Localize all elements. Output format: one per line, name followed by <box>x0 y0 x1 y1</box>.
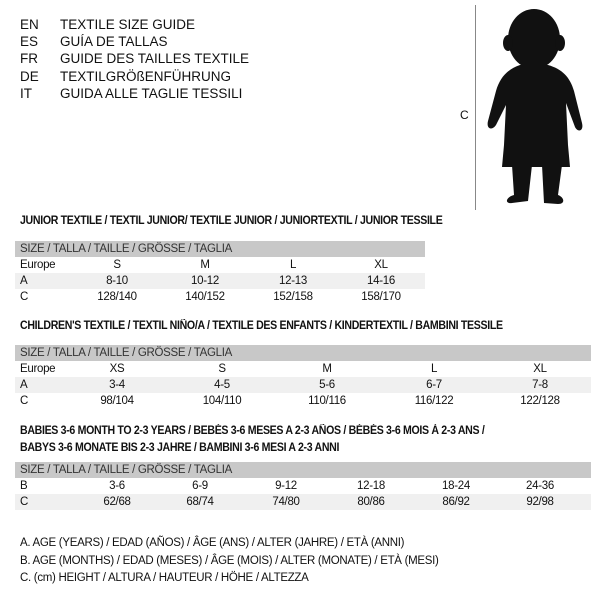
table-cell: 92/98 <box>526 496 554 508</box>
table-cell: S <box>218 363 226 375</box>
table-cell: M <box>200 259 210 271</box>
row-label: A <box>20 275 28 287</box>
legend: A. AGE (YEARS) / EDAD (AÑOS) / ÂGE (ANS)… <box>20 535 439 588</box>
table-cell: XL <box>533 363 547 375</box>
row-label: C <box>20 291 29 303</box>
table-cell: 128/140 <box>97 291 137 303</box>
table-cell: 5-6 <box>319 379 335 391</box>
table-cell: 18-24 <box>442 480 470 492</box>
table-row: Europe S M L XL <box>15 257 425 273</box>
size-header: SIZE / TALLA / TAILLE / GRÖSSE / TAGLIA <box>15 345 591 361</box>
row-label: C <box>20 496 29 508</box>
table-cell: L <box>289 259 297 271</box>
language-row: DE TEXTILGRÖßENFÜHRUNG <box>20 68 249 85</box>
table-cell: XL <box>374 259 388 271</box>
language-title: TEXTILGRÖßENFÜHRUNG <box>60 68 232 84</box>
row-label: Europe <box>20 363 56 375</box>
language-code: ES <box>20 34 39 50</box>
babies-title-line1: BABIES 3-6 MONTH TO 2-3 YEARS / BEBÉS 3-… <box>20 425 485 437</box>
table-cell: 116/122 <box>414 395 454 407</box>
language-code: DE <box>20 68 39 84</box>
height-line <box>475 5 476 210</box>
table-cell: 62/68 <box>103 496 131 508</box>
table-cell: 9-12 <box>275 480 297 492</box>
table-cell: 12-18 <box>357 480 385 492</box>
table-cell: 68/74 <box>186 496 214 508</box>
language-title: GUIDE DES TAILLES TEXTILE <box>60 51 250 67</box>
table-cell: 104/110 <box>202 395 242 407</box>
row-label: Europe <box>20 259 56 271</box>
language-code: EN <box>20 17 39 32</box>
table-cell: L <box>430 363 438 375</box>
table-row: A 8-10 10-12 12-13 14-16 <box>15 273 425 289</box>
children-title-text: CHILDREN'S TEXTILE / TEXTIL NIÑO/A / TEX… <box>20 320 503 332</box>
table-cell: 98/104 <box>100 395 134 407</box>
row-label: A <box>20 379 28 391</box>
language-row: FR GUIDE DES TAILLES TEXTILE <box>20 50 249 67</box>
table-cell: S <box>113 259 121 271</box>
table-cell: 74/80 <box>272 496 300 508</box>
table-cell: 110/116 <box>308 395 346 407</box>
table-cell: 158/170 <box>361 291 401 303</box>
table-cell: 7-8 <box>532 379 548 391</box>
table-cell: 8-10 <box>106 275 128 287</box>
row-label: C <box>20 395 29 407</box>
table-row: Europe XS S M L XL <box>15 361 591 377</box>
size-header: SIZE / TALLA / TAILLE / GRÖSSE / TAGLIA <box>15 462 591 478</box>
table-cell: 12-13 <box>279 275 307 287</box>
children-title: CHILDREN'S TEXTILE / TEXTIL NIÑO/A / TEX… <box>20 320 503 332</box>
table-cell: 10-12 <box>191 275 219 287</box>
table-cell: 3-4 <box>109 379 125 391</box>
table-cell: 6-9 <box>192 480 208 492</box>
legend-item: B. AGE (MONTHS) / EDAD (MESES) / ÂGE (MO… <box>20 554 439 567</box>
table-row: C 62/68 68/74 74/80 80/86 86/92 92/98 <box>15 494 591 510</box>
language-title: GUÍA DE TALLAS <box>60 34 168 50</box>
table-cell: 4-5 <box>214 379 230 391</box>
language-row: ES GUÍA DE TALLAS <box>20 33 249 50</box>
language-code: FR <box>20 51 38 67</box>
table-cell: 152/158 <box>273 291 313 303</box>
junior-size-table: SIZE / TALLA / TAILLE / GRÖSSE / TAGLIA E… <box>15 241 425 305</box>
table-cell: 122/128 <box>520 395 560 407</box>
table-cell: 6-7 <box>426 379 442 391</box>
table-cell: 14-16 <box>367 275 395 287</box>
babies-title-line2: BABYS 3-6 MONATE BIS 2-3 JAHRE / BAMBINI… <box>20 442 340 454</box>
row-label: B <box>20 480 28 492</box>
table-row: A 3-4 4-5 5-6 6-7 7-8 <box>15 377 591 393</box>
table-row: C 128/140 140/152 152/158 158/170 <box>15 289 425 305</box>
table-row: B 3-6 6-9 9-12 12-18 18-24 24-36 <box>15 478 591 494</box>
table-cell: XS <box>109 363 125 375</box>
table-cell: 24-36 <box>526 480 554 492</box>
language-row: EN TEXTILE SIZE GUIDE <box>20 16 249 33</box>
language-code: IT <box>20 85 32 101</box>
language-row: IT GUIDA ALLE TAGLIE TESSILI <box>20 85 249 102</box>
table-row: C 98/104 104/110 110/116 116/122 122/128 <box>15 393 591 409</box>
children-size-table: SIZE / TALLA / TAILLE / GRÖSSE / TAGLIA E… <box>15 345 591 409</box>
height-label: C <box>460 108 469 122</box>
size-header: SIZE / TALLA / TAILLE / GRÖSSE / TAGLIA <box>15 241 425 257</box>
table-cell: 86/92 <box>442 496 470 508</box>
babies-size-table: SIZE / TALLA / TAILLE / GRÖSSE / TAGLIA B… <box>15 462 591 510</box>
legend-item: A. AGE (YEARS) / EDAD (AÑOS) / ÂGE (ANS)… <box>20 537 405 549</box>
table-cell: 80/86 <box>357 496 385 508</box>
language-titles: EN TEXTILE SIZE GUIDE ES GUÍA DE TALLAS FR GU… <box>20 16 249 102</box>
language-title: TEXTILE SIZE GUIDE <box>60 17 196 32</box>
legend-item: C. (cm) HEIGHT / ALTURA / HAUTEUR / HÖHE… <box>20 572 309 584</box>
table-cell: 140/152 <box>185 291 225 303</box>
language-title: GUIDA ALLE TAGLIE TESSILI <box>60 85 243 101</box>
junior-title: JUNIOR TEXTILE / TEXTIL JUNIOR/ TEXTILE … <box>20 215 443 227</box>
table-cell: 3-6 <box>109 480 125 492</box>
baby-silhouette-icon <box>487 9 583 204</box>
table-cell: M <box>322 363 332 375</box>
